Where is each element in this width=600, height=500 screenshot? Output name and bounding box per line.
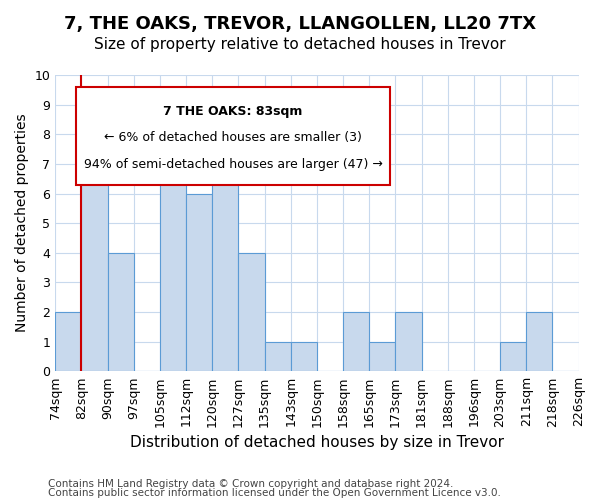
Bar <box>160 164 186 372</box>
Y-axis label: Number of detached properties: Number of detached properties <box>15 114 29 332</box>
Bar <box>107 253 134 372</box>
Bar <box>238 253 265 372</box>
Text: ← 6% of detached houses are smaller (3): ← 6% of detached houses are smaller (3) <box>104 132 362 144</box>
Bar <box>186 194 212 372</box>
Bar <box>212 134 238 372</box>
Bar <box>55 312 82 372</box>
FancyBboxPatch shape <box>76 87 390 184</box>
Text: Size of property relative to detached houses in Trevor: Size of property relative to detached ho… <box>94 38 506 52</box>
Text: 7 THE OAKS: 83sqm: 7 THE OAKS: 83sqm <box>163 104 303 118</box>
Bar <box>395 312 422 372</box>
Bar <box>82 164 107 372</box>
Bar <box>369 342 395 372</box>
Text: 94% of semi-detached houses are larger (47) →: 94% of semi-detached houses are larger (… <box>84 158 383 171</box>
Bar <box>291 342 317 372</box>
Text: 7, THE OAKS, TREVOR, LLANGOLLEN, LL20 7TX: 7, THE OAKS, TREVOR, LLANGOLLEN, LL20 7T… <box>64 15 536 33</box>
Bar <box>343 312 369 372</box>
Text: Contains public sector information licensed under the Open Government Licence v3: Contains public sector information licen… <box>48 488 501 498</box>
X-axis label: Distribution of detached houses by size in Trevor: Distribution of detached houses by size … <box>130 435 504 450</box>
Bar <box>526 312 553 372</box>
Text: Contains HM Land Registry data © Crown copyright and database right 2024.: Contains HM Land Registry data © Crown c… <box>48 479 454 489</box>
Bar <box>500 342 526 372</box>
Bar <box>265 342 291 372</box>
